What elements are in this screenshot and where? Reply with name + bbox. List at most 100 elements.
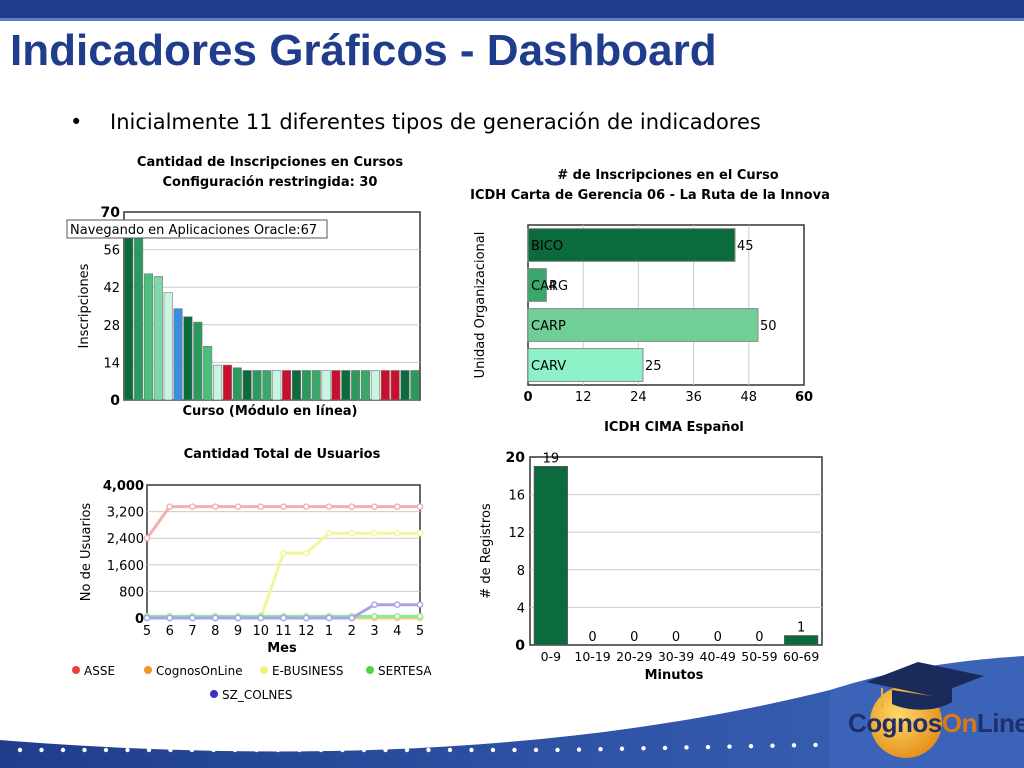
chart1-y-tick: 70 [101,205,121,221]
chart3-legend-label: E-BUSINESS [272,664,343,678]
chart1-bar [222,364,232,401]
chart3-y-tick: 4,000 [103,479,144,494]
chart1-bar [291,370,302,401]
chart1-plot-area [123,211,421,401]
chart3-point [393,613,401,620]
footer-dot [748,743,754,749]
footer-dot [361,747,367,753]
chart4-data-label: 0 [755,630,763,645]
chart1-tooltip: Navegando en Aplicaciones Oracle:67 [70,223,317,238]
chart4-y-tick: 12 [508,526,525,541]
chart3-legend-marker [210,690,218,698]
chart3-x-tick: 7 [188,624,196,639]
chart3-x-axis-title: Mes [267,641,297,656]
chart3-y-tick: 2,400 [107,532,144,547]
chart2-subtitle: ICDH Carta de Gerencia 06 - La Ruta de l… [470,188,830,203]
chart3-x-tick: 1 [325,624,333,639]
chart1-bar [272,370,282,401]
chart4-y-tick: 20 [506,450,526,466]
chart3-x-tick: 9 [234,624,242,639]
chart1-y-tick: 42 [103,281,120,296]
chart3-point [416,503,424,510]
chart1-tooltip-box [66,219,328,239]
chart1-bar [153,276,163,401]
footer-dot [254,747,259,753]
graduation-cap-icon [866,662,984,696]
chart3-y-tick: 3,200 [107,506,144,521]
footer-dot [39,747,44,753]
chart2-category-label: BICO [531,239,563,254]
footer-dot [490,747,496,753]
chart2-bar [527,348,644,382]
chart4-bar [533,466,568,646]
footer-dot [60,747,66,753]
chart2-bar [527,308,759,342]
chart2-bar [527,268,547,302]
footer-dot [232,747,238,753]
chart1-bar [370,370,380,401]
footer-dot [168,747,173,753]
footer-dot [211,747,216,753]
footer-dot [727,744,732,749]
chart1-bar [351,370,361,401]
chart4-x-tick: 60-69 [783,649,819,664]
chart3-point [325,503,333,510]
chart1-bar [193,321,203,401]
chart3-y-axis-title: No de Usuarios [79,503,94,602]
chart3-point [348,503,356,510]
chart3-x-tick: 10 [252,624,269,639]
footer-dot [619,746,625,751]
footer-dot [512,747,517,753]
chart3-point [371,601,378,608]
footer-dot [533,747,539,753]
chart3-title: Cantidad Total de Usuarios [184,447,381,462]
chart3-point [416,601,424,608]
chart2-data-label: 25 [645,359,662,374]
chart4-bar [784,635,819,646]
chart3-point [348,614,356,622]
chart3-legend-label: ASSE [84,664,115,678]
chart2-category-label: CARV [531,359,566,374]
chart3-x-tick: 6 [166,624,174,639]
bullet-text: Inicialmente 11 diferentes tipos de gene… [110,110,761,134]
chart3-point [416,529,424,537]
chart3-point [302,614,310,622]
chart3-point [302,503,310,510]
chart3-point [166,503,174,510]
footer-dot [404,747,410,753]
chart3-legend-marker [260,666,268,674]
chart4-title: ICDH CIMA Español [604,420,744,435]
chart3-legend-label: CognosOnLine [156,664,243,678]
chart3-x-tick: 12 [298,624,315,639]
chart3-point [143,614,151,622]
chart3-x-tick: 5 [416,624,424,639]
top-banner [0,0,1024,21]
chart1-bar [242,370,252,401]
chart4-y-tick: 0 [515,638,525,654]
footer-dot [125,747,130,753]
chart3-y-tick: 800 [119,585,144,600]
chart1-y-tick: 56 [103,244,120,259]
chart3-point [257,614,265,622]
chart1-bar [163,292,173,401]
chart3-legend-label: SERTESA [378,664,432,678]
chart3-point [371,529,378,537]
footer-dot [662,745,668,751]
chart3-point [280,549,287,557]
chart2-data-label: 4 [548,279,556,294]
footer-dot [684,745,689,750]
footer-dot [189,747,195,753]
chart4-plot-area [529,456,823,646]
chart1-y-tick: 28 [103,319,120,334]
chart2-category-label: CARP [531,319,566,334]
chart1-bar [360,370,371,401]
chart1-bar [410,370,420,401]
chart4-x-tick: 0-9 [541,649,561,664]
chart1-title: Cantidad de Inscripciones en Cursos [137,155,403,170]
chart4-x-tick: 20-29 [616,649,652,664]
chart3-point [189,614,196,622]
chart3-point [143,534,151,542]
chart4-data-label: 0 [588,630,596,645]
chart3-point [348,529,356,537]
footer-dot [17,747,23,753]
